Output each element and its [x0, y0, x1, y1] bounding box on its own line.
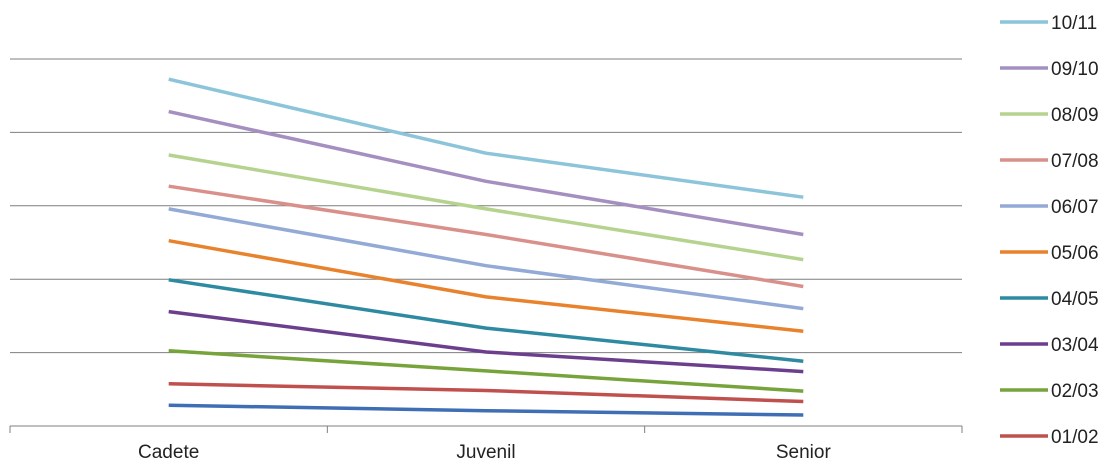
series-line [168, 278, 804, 363]
series-line [168, 153, 804, 262]
legend: 10/11 09/10 08/09 07/08 06/07 05/06 04/05 03/04… [1000, 13, 1099, 448]
series-line [168, 207, 804, 311]
x-tick-label: Cadete [138, 442, 199, 463]
series-line [168, 77, 804, 199]
legend-label: 08/09 [1051, 105, 1099, 126]
legend-item: 10/11 [1000, 13, 1097, 34]
x-tick-labels: Cadete Juvenil Senior [138, 442, 831, 463]
legend-label: 05/06 [1051, 243, 1099, 264]
series-line [168, 309, 804, 374]
series-line [168, 382, 804, 404]
legend-item: 04/05 [1000, 289, 1099, 310]
series-line [168, 403, 804, 417]
series-lines [168, 77, 804, 417]
series-line [168, 184, 804, 289]
legend-label: 09/10 [1051, 59, 1099, 80]
legend-label: 04/05 [1051, 289, 1099, 310]
gridlines [10, 58, 962, 354]
legend-item: 07/08 [1000, 151, 1099, 172]
x-axis [9, 425, 963, 433]
legend-item: 08/09 [1000, 105, 1099, 126]
legend-label: 03/04 [1051, 335, 1099, 356]
legend-item: 02/03 [1000, 381, 1099, 402]
legend-label: 06/07 [1051, 197, 1099, 218]
series-line [168, 238, 804, 333]
legend-label: 07/08 [1051, 151, 1099, 172]
legend-item: 05/06 [1000, 243, 1099, 264]
series-line [168, 349, 804, 393]
legend-item: 06/07 [1000, 197, 1099, 218]
legend-item: 09/10 [1000, 59, 1099, 80]
x-tick-label: Juvenil [456, 442, 515, 463]
legend-label: 01/02 [1051, 427, 1099, 448]
series-line [168, 109, 804, 237]
legend-item: 01/02 [1000, 427, 1099, 448]
legend-label: 02/03 [1051, 381, 1099, 402]
x-tick-label: Senior [776, 442, 832, 463]
legend-label: 10/11 [1051, 13, 1097, 34]
legend-item: 03/04 [1000, 335, 1099, 356]
